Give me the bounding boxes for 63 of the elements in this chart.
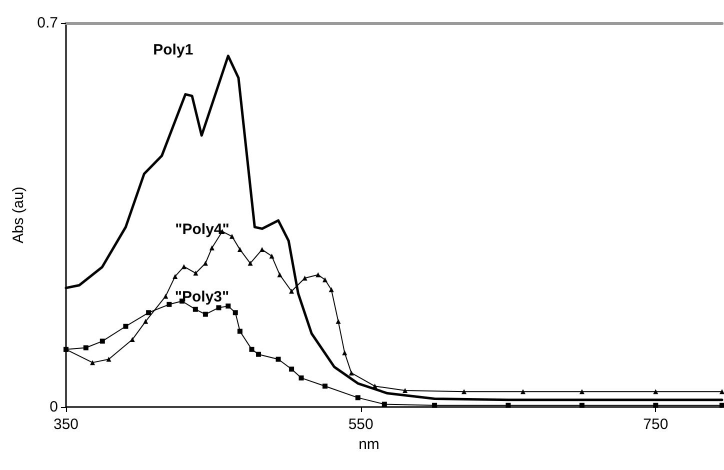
point — [276, 356, 281, 362]
point — [720, 402, 724, 408]
series-label: "Poly4" — [175, 220, 230, 238]
point — [143, 318, 148, 324]
point — [123, 324, 128, 329]
point — [348, 370, 354, 376]
point — [146, 310, 152, 316]
point — [520, 389, 526, 394]
point — [402, 388, 408, 394]
point — [462, 389, 467, 394]
point — [163, 294, 168, 299]
point — [289, 366, 294, 372]
point — [130, 337, 135, 342]
point — [249, 346, 254, 352]
point — [322, 277, 328, 282]
point — [90, 360, 96, 366]
point — [579, 402, 584, 408]
point — [209, 245, 214, 250]
point — [720, 389, 724, 394]
point — [322, 384, 328, 389]
x-tick-label: 750 — [643, 416, 668, 433]
point — [579, 389, 584, 394]
point — [432, 402, 438, 408]
point — [269, 254, 274, 259]
x-tick-label: 350 — [53, 416, 79, 433]
point — [106, 356, 112, 362]
text: Poly1 — [153, 41, 194, 58]
point — [181, 264, 186, 270]
series-label: "Poly3" — [174, 288, 230, 306]
point — [298, 375, 304, 380]
point — [260, 247, 265, 252]
point — [342, 350, 348, 356]
point — [172, 274, 178, 279]
x-tick-label: 550 — [348, 416, 374, 433]
point — [229, 234, 234, 239]
point — [355, 395, 360, 400]
point — [316, 272, 321, 278]
point — [232, 310, 238, 316]
point — [192, 306, 198, 312]
point — [289, 288, 294, 294]
point — [202, 260, 208, 266]
point — [100, 338, 105, 344]
point — [653, 402, 658, 408]
point — [328, 287, 334, 292]
point — [237, 328, 242, 334]
point — [256, 352, 262, 357]
y-tick-label: 0 — [50, 398, 58, 416]
point — [193, 270, 198, 276]
x-axis-title: nm — [358, 436, 380, 453]
point — [83, 345, 88, 350]
point — [302, 276, 308, 281]
point — [216, 305, 222, 310]
point — [336, 318, 341, 324]
point — [506, 402, 511, 408]
y-tick-label: 0.7 — [37, 14, 58, 32]
point — [248, 260, 253, 266]
y-axis-title: Abs (au) — [10, 186, 28, 244]
point — [277, 272, 282, 278]
point — [237, 247, 242, 252]
point — [653, 389, 658, 394]
point — [166, 302, 172, 307]
point — [382, 402, 387, 407]
point — [202, 312, 208, 317]
